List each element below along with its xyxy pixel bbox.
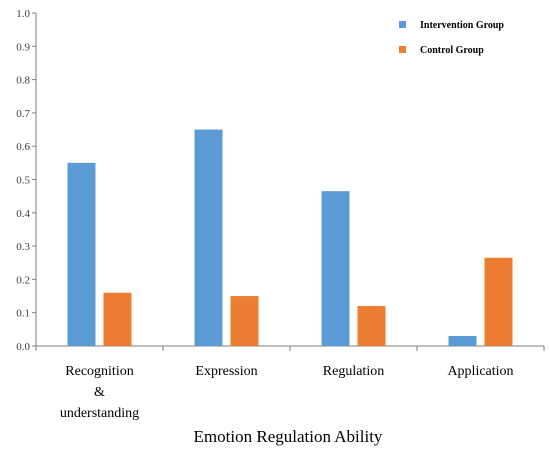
y-tick-label: 1.0 (16, 8, 30, 20)
category-label: understanding (60, 406, 139, 421)
y-tick-label: 0.5 (16, 175, 30, 187)
y-tick-label: 0.3 (16, 241, 30, 253)
category-label: Recognition (65, 364, 133, 379)
bar-control-3 (484, 257, 513, 346)
bar-control-1 (230, 296, 259, 346)
y-tick-label: 0.9 (16, 41, 30, 53)
bar-intervention-0 (67, 162, 96, 346)
category-label: Expression (195, 364, 257, 379)
y-tick-label: 0.6 (16, 141, 30, 153)
category-label: Application (447, 364, 513, 379)
legend-swatch (399, 21, 406, 28)
y-tick-label: 0.2 (16, 274, 30, 286)
x-axis (35, 345, 545, 351)
bar-control-0 (103, 292, 132, 346)
legend-label: Intervention Group (420, 20, 504, 31)
bar-intervention-2 (321, 191, 350, 346)
category-label: Regulation (323, 364, 384, 379)
bar-intervention-1 (194, 129, 223, 346)
category-label: & (94, 385, 105, 400)
y-tick-label: 0.0 (16, 341, 30, 353)
y-axis: 0.0 0.1 0.2 0.3 0.4 0.5 0.6 0.7 0.8 0.9 1.0 (16, 8, 37, 353)
y-tick-label: 0.7 (16, 108, 30, 120)
y-tick-label: 0.8 (16, 75, 30, 87)
bars (67, 129, 513, 346)
legend: Intervention Group Control Group (399, 20, 504, 56)
x-axis-title: Emotion Regulation Ability (194, 427, 383, 446)
bar-control-2 (357, 306, 386, 346)
y-tick-label: 0.4 (16, 208, 30, 220)
bar-intervention-3 (448, 336, 477, 346)
category-labels: Recognition & understanding Expression Regul… (60, 364, 514, 421)
y-tick-label: 0.1 (16, 308, 30, 320)
legend-label: Control Group (420, 45, 484, 56)
legend-swatch (399, 46, 406, 53)
